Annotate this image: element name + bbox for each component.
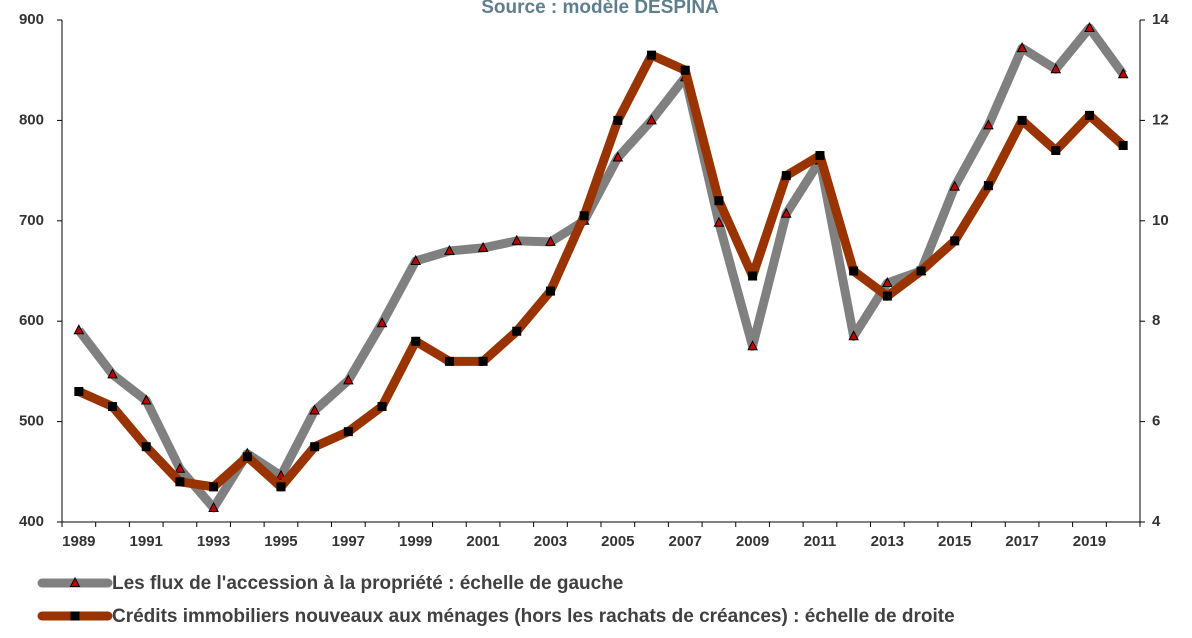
marker: [713, 216, 725, 227]
y-tick-label: 700: [19, 212, 44, 229]
marker: [108, 402, 118, 412]
legend-marker: [69, 576, 81, 587]
y2-tick-label: 12: [1152, 111, 1169, 128]
marker: [310, 442, 320, 452]
x-tick-label: 2005: [601, 533, 634, 550]
y-tick-label: 400: [19, 513, 44, 530]
marker: [343, 374, 354, 385]
x-tick-label: 2013: [871, 533, 904, 550]
marker: [410, 254, 422, 265]
marker: [647, 50, 657, 60]
marker: [747, 340, 758, 351]
marker: [579, 211, 589, 221]
marker: [949, 180, 961, 191]
marker: [208, 501, 219, 512]
marker: [612, 151, 624, 162]
marker: [174, 462, 186, 473]
y2-tick-label: 6: [1152, 413, 1160, 430]
x-tick-label: 2009: [736, 533, 769, 550]
x-tick-label: 2019: [1073, 533, 1106, 550]
marker: [1051, 146, 1061, 156]
marker: [646, 114, 657, 125]
marker: [748, 271, 758, 281]
marker: [882, 291, 892, 301]
legend-marker: [70, 611, 80, 621]
x-tick-label: 2001: [466, 533, 499, 550]
x-tick-label: 1989: [62, 533, 95, 550]
marker: [545, 286, 555, 296]
y2-tick-label: 4: [1152, 513, 1161, 530]
marker: [780, 207, 792, 218]
marker: [545, 235, 556, 246]
y2-tick-label: 10: [1152, 212, 1169, 229]
x-tick-label: 2011: [804, 533, 837, 550]
y-tick-label: 900: [19, 11, 44, 28]
marker: [376, 317, 388, 328]
marker: [141, 442, 151, 452]
y-tick-label: 600: [19, 312, 44, 329]
series-line: [77, 50, 1127, 492]
marker: [1050, 63, 1062, 74]
marker: [983, 119, 994, 130]
marker: [1016, 42, 1028, 53]
marker: [848, 330, 859, 341]
marker: [983, 181, 993, 191]
marker: [849, 266, 859, 276]
marker: [1017, 115, 1027, 125]
marker: [242, 452, 252, 462]
marker: [815, 151, 825, 161]
x-tick-label: 2003: [534, 533, 567, 550]
marker: [680, 65, 690, 75]
marker: [477, 241, 489, 252]
marker: [714, 196, 724, 206]
marker: [1084, 21, 1095, 33]
marker: [916, 266, 926, 276]
marker: [107, 368, 118, 379]
marker: [1117, 68, 1129, 79]
x-tick-label: 1991: [130, 533, 163, 550]
x-tick-label: 2017: [1005, 533, 1038, 550]
marker: [511, 234, 523, 245]
marker: [140, 394, 152, 405]
y2-tick-label: 8: [1152, 312, 1160, 329]
legend-label: Les flux de l'accession à la propriété :…: [112, 573, 623, 594]
marker: [444, 356, 454, 366]
x-tick-label: 2007: [669, 533, 702, 550]
marker: [478, 356, 488, 366]
marker: [73, 324, 85, 335]
marker: [444, 244, 455, 255]
marker: [377, 402, 387, 412]
y-tick-label: 800: [19, 111, 44, 128]
marker: [411, 336, 421, 346]
y-tick-label: 500: [19, 413, 44, 430]
marker: [309, 404, 320, 415]
marker: [950, 236, 960, 246]
marker: [209, 482, 219, 492]
marker: [781, 171, 791, 181]
x-tick-label: 2015: [938, 533, 971, 550]
marker: [74, 386, 84, 396]
legend-label: Crédits immobiliers nouveaux aux ménages…: [112, 606, 955, 627]
x-tick-label: 1999: [399, 533, 432, 550]
marker: [276, 482, 286, 492]
x-tick-label: 1995: [264, 533, 297, 550]
marker: [1118, 141, 1128, 150]
marker: [512, 326, 522, 336]
marker: [1084, 110, 1094, 120]
y2-tick-label: 14: [1152, 11, 1169, 28]
marker: [175, 477, 185, 487]
x-tick-label: 1997: [332, 533, 365, 550]
chart-title: Source : modèle DESPINA: [481, 0, 719, 18]
marker: [613, 115, 623, 125]
marker: [882, 276, 893, 288]
marker: [343, 427, 353, 437]
x-tick-label: 1993: [197, 533, 230, 550]
series-line: [75, 23, 1127, 513]
